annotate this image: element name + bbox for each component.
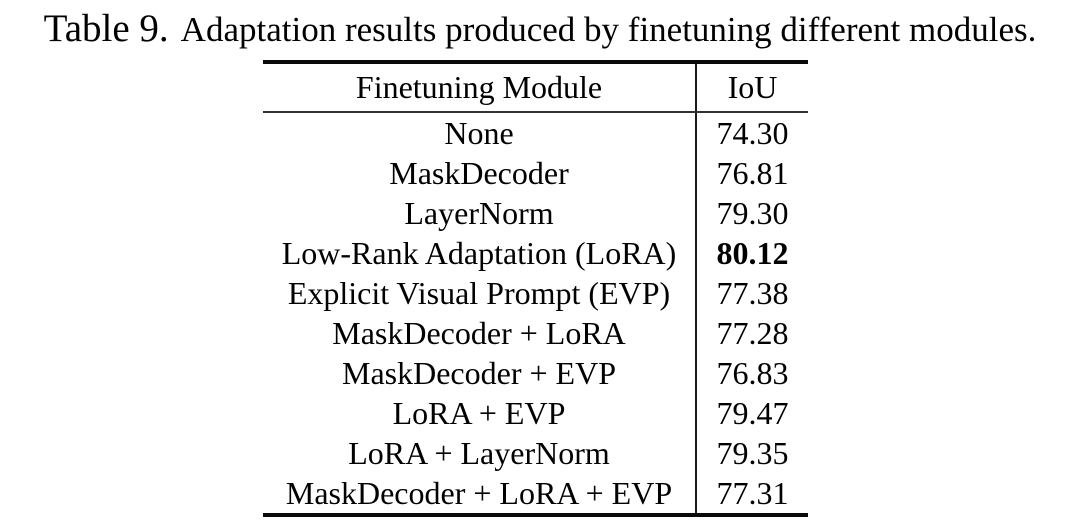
table-row: None 74.30 <box>263 113 808 153</box>
iou-cell: 76.83 <box>695 353 808 393</box>
module-cell: MaskDecoder <box>389 155 569 191</box>
column-header-iou: IoU <box>695 64 808 111</box>
iou-cell: 77.28 <box>695 313 808 353</box>
iou-cell: 77.31 <box>695 473 808 513</box>
module-cell: Explicit Visual Prompt (EVP) <box>287 275 671 311</box>
table-row: LayerNorm 79.30 <box>263 193 808 233</box>
module-cell: MaskDecoder + LoRA + EVP <box>285 475 673 511</box>
module-cell: LoRA + EVP <box>392 395 566 431</box>
table-row: LoRA + EVP 79.47 <box>263 393 808 433</box>
table-row: MaskDecoder + LoRA 77.28 <box>263 313 808 353</box>
table-caption: Table 9. Adaptation results produced by f… <box>0 6 1080 51</box>
iou-cell: 79.35 <box>695 433 808 473</box>
module-cell: None <box>444 115 514 151</box>
iou-cell: 80.12 <box>695 233 808 273</box>
table-body: None 74.30 MaskDecoder 76.81 LayerNorm 7… <box>263 113 808 513</box>
iou-cell: 79.30 <box>695 193 808 233</box>
table-row: LoRA + LayerNorm 79.35 <box>263 433 808 473</box>
column-header-module: Finetuning Module <box>355 69 603 105</box>
table-row: Explicit Visual Prompt (EVP) 77.38 <box>263 273 808 313</box>
iou-cell: 79.47 <box>695 393 808 433</box>
iou-cell: 77.38 <box>695 273 808 313</box>
table-row: MaskDecoder 76.81 <box>263 153 808 193</box>
table-row: Low-Rank Adaptation (LoRA) 80.12 <box>263 233 808 273</box>
table-row: MaskDecoder + EVP 76.83 <box>263 353 808 393</box>
table-caption-label: Table 9. <box>43 7 169 50</box>
table-caption-text: Adaptation results produced by finetunin… <box>180 10 1037 49</box>
module-cell: MaskDecoder + EVP <box>342 355 616 391</box>
module-cell: Low-Rank Adaptation (LoRA) <box>281 235 677 271</box>
iou-cell: 74.30 <box>695 113 808 153</box>
iou-cell: 76.81 <box>695 153 808 193</box>
table-row: MaskDecoder + LoRA + EVP 77.31 <box>263 473 808 513</box>
module-cell: MaskDecoder + LoRA <box>332 315 626 351</box>
module-cell: LoRA + LayerNorm <box>348 435 610 471</box>
module-cell: LayerNorm <box>404 195 554 231</box>
table-header-row: Finetuning Module IoU <box>263 64 808 113</box>
results-table: Finetuning Module IoU None 74.30 MaskDec… <box>263 60 808 517</box>
